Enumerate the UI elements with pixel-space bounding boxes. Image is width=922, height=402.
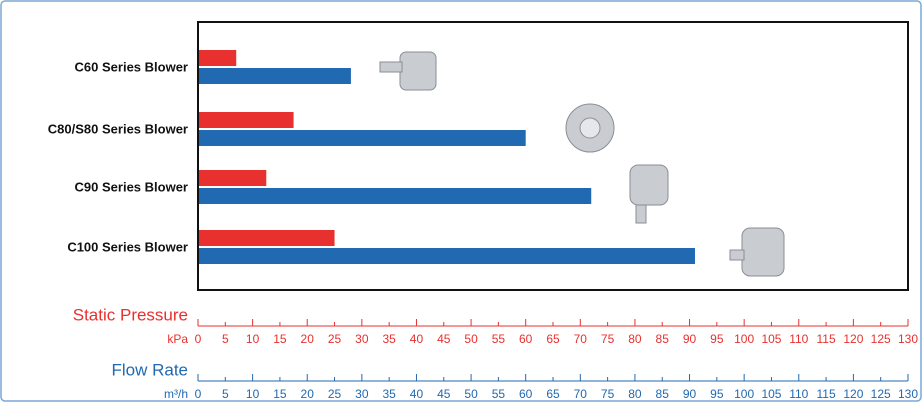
tick-label: 120	[843, 387, 863, 401]
tick-label: 95	[710, 387, 724, 401]
tick-label: 85	[656, 332, 670, 346]
tick-label: 70	[574, 387, 588, 401]
category-label: C90 Series Blower	[75, 179, 188, 194]
tick-label: 45	[437, 332, 451, 346]
tick-label: 130	[898, 332, 918, 346]
tick-label: 105	[761, 332, 781, 346]
bar	[199, 188, 592, 204]
plot-area	[197, 21, 909, 291]
tick-label: 10	[246, 387, 260, 401]
tick-label: 105	[761, 387, 781, 401]
tick-label: 5	[222, 332, 229, 346]
tick-label: 115	[817, 332, 836, 346]
tick-label: 10	[246, 332, 260, 346]
tick-label: 15	[273, 387, 287, 401]
tick-label: 20	[301, 387, 315, 401]
tick-label: 70	[574, 332, 588, 346]
category-label: C100 Series Blower	[67, 239, 188, 254]
tick-label: 50	[464, 387, 478, 401]
axis-unit: m³/h	[164, 387, 188, 401]
tick-label: 115	[817, 387, 836, 401]
tick-label: 5	[222, 387, 229, 401]
tick-label: 75	[601, 332, 615, 346]
tick-label: 30	[355, 332, 369, 346]
tick-label: 35	[382, 387, 396, 401]
tick-label: 130	[898, 387, 918, 401]
tick-label: 55	[492, 387, 506, 401]
tick-label: 90	[683, 332, 697, 346]
tick-label: 90	[683, 387, 697, 401]
tick-label: 0	[195, 387, 202, 401]
tick-label: 65	[546, 332, 560, 346]
tick-label: 40	[410, 332, 424, 346]
tick-label: 75	[601, 387, 615, 401]
tick-label: 25	[328, 332, 342, 346]
tick-label: 110	[789, 332, 808, 346]
tick-label: 20	[301, 332, 315, 346]
tick-label: 60	[519, 332, 533, 346]
tick-label: 85	[656, 387, 670, 401]
tick-label: 80	[628, 332, 642, 346]
tick-label: 45	[437, 387, 451, 401]
category-label: C60 Series Blower	[75, 59, 188, 74]
tick-label: 35	[382, 332, 396, 346]
tick-label: 15	[273, 332, 287, 346]
bar	[199, 230, 335, 246]
tick-label: 120	[843, 332, 863, 346]
bar	[199, 130, 526, 146]
tick-label: 80	[628, 387, 642, 401]
axis-title: Static Pressure	[73, 305, 188, 324]
tick-label: 110	[789, 387, 808, 401]
tick-label: 55	[492, 332, 506, 346]
bar	[199, 112, 294, 128]
tick-label: 100	[734, 387, 754, 401]
tick-label: 0	[195, 332, 202, 346]
tick-label: 25	[328, 387, 342, 401]
tick-label: 40	[410, 387, 424, 401]
tick-label: 95	[710, 332, 724, 346]
bar	[199, 170, 267, 186]
tick-label: 60	[519, 387, 533, 401]
blower-icons	[379, 51, 785, 277]
category-label: C80/S80 Series Blower	[48, 121, 188, 136]
tick-label: 100	[734, 332, 754, 346]
bar	[199, 248, 695, 264]
axis-title: Flow Rate	[111, 360, 188, 379]
tick-label: 125	[871, 387, 891, 401]
axis-unit: kPa	[167, 332, 188, 346]
tick-label: 125	[871, 332, 891, 346]
tick-label: 65	[546, 387, 560, 401]
bar	[199, 50, 237, 66]
tick-label: 50	[464, 332, 478, 346]
tick-label: 30	[355, 387, 369, 401]
bar	[199, 68, 351, 84]
